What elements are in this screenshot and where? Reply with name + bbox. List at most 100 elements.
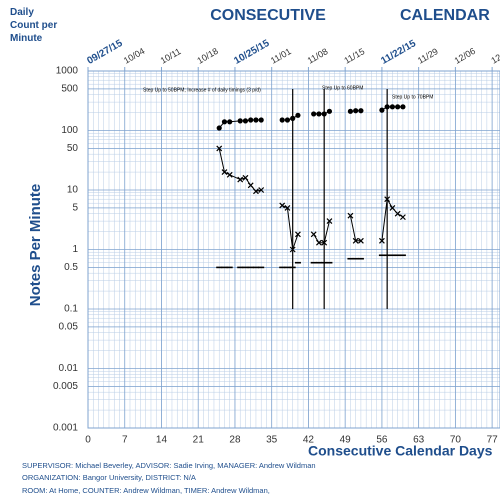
point (242, 174, 249, 181)
point (289, 246, 296, 253)
point (295, 112, 301, 118)
y-tick-label: 0.01 (59, 363, 79, 374)
x-tick-label: 14 (156, 435, 168, 446)
point (352, 237, 359, 244)
plot-frame (87, 70, 500, 429)
y-tick-label: 0.001 (53, 423, 78, 434)
point (358, 108, 364, 114)
point (384, 196, 391, 203)
x-tick-label: 77 (487, 435, 499, 446)
footer-line: ORGANIZATION: Bangor University, DISTRIC… (22, 473, 196, 482)
y-tick-label: 0.005 (53, 381, 78, 392)
top-tick-label: 11/01 (269, 46, 293, 66)
y-tick-label: 100 (61, 125, 78, 136)
point (353, 108, 359, 114)
top-tick-label: 12/13 (489, 46, 500, 66)
top-tick-label: 11/22/15 (379, 38, 418, 67)
x-tick-label: 28 (229, 435, 241, 446)
point (326, 218, 333, 225)
point (237, 118, 243, 124)
y-tick-label: 0.05 (59, 322, 79, 333)
point (258, 117, 264, 123)
annotation: Step Up to 50BPM; Increase # of daily ti… (143, 87, 261, 93)
point (395, 104, 401, 110)
x-label: Consecutive Calendar Days (308, 443, 493, 459)
point (311, 111, 317, 117)
top-title: CALENDAR (400, 7, 490, 24)
top-tick-label: 10/18 (195, 46, 220, 66)
x-tick-label: 0 (85, 435, 91, 446)
point (227, 119, 233, 125)
y-label: Notes Per Minute (27, 184, 44, 307)
y-tick-label: 0.1 (64, 304, 78, 315)
top-tick-label: 12/06 (453, 46, 478, 66)
point (316, 111, 322, 117)
y-tick-label: 0.5 (64, 262, 78, 273)
x-tick-label: 49 (340, 435, 352, 446)
point (394, 210, 401, 217)
x-tick-label: 70 (450, 435, 462, 446)
top-tick-label: 10/04 (122, 46, 147, 66)
point (221, 119, 228, 125)
point (310, 231, 317, 238)
point (384, 104, 390, 110)
series-line (218, 148, 404, 250)
x-tick-label: 7 (122, 435, 128, 446)
x-tick-label: 56 (376, 435, 388, 446)
corner-label: Daily Count per Minute (10, 7, 58, 44)
point (389, 104, 396, 110)
point (378, 237, 385, 244)
point (242, 118, 249, 124)
annotation: Step Up to 60BPM (322, 85, 363, 91)
point (258, 187, 265, 193)
top-title: CONSECUTIVE (210, 7, 326, 24)
top-tick-label: 11/15 (342, 46, 366, 66)
point (321, 111, 327, 117)
y-tick-label: 500 (61, 84, 78, 95)
point (400, 104, 406, 110)
series-line (218, 106, 403, 129)
point (279, 117, 285, 123)
top-tick-label: 11/08 (306, 46, 330, 66)
top-tick-label: 09/27/15 (85, 38, 125, 67)
point (284, 204, 291, 211)
footer-line: SUPERVISOR: Michael Beverley, ADVISOR: S… (22, 461, 316, 470)
point (379, 107, 385, 113)
point (399, 214, 406, 221)
point (316, 239, 322, 246)
point (357, 237, 364, 244)
top-tick-label: 11/29 (416, 46, 440, 66)
point (326, 108, 333, 114)
point (216, 145, 223, 152)
annotation: Step Up to 70BPM (392, 94, 433, 100)
top-tick-label: 10/25/15 (232, 38, 272, 67)
x-tick-label: 42 (303, 435, 315, 446)
point (321, 239, 328, 246)
point (248, 117, 254, 123)
y-tick-label: 1000 (56, 66, 79, 77)
point (237, 176, 244, 183)
point (253, 117, 259, 123)
y-tick-label: 1 (72, 244, 78, 255)
point (290, 115, 296, 121)
point (247, 182, 254, 189)
y-tick-label: 50 (67, 143, 79, 154)
point (216, 125, 222, 131)
point (221, 169, 228, 176)
top-tick-label: 10/11 (159, 46, 183, 66)
point (389, 204, 396, 211)
plot: 0.001 0.005 0.01 0.05 0.1 0.5 1 5 10 50 100 500 1000… (53, 38, 500, 446)
point (279, 202, 286, 209)
x-tick-label: 35 (266, 435, 278, 446)
point (253, 188, 259, 195)
x-tick-label: 21 (193, 435, 205, 446)
y-tick-label: 10 (67, 185, 79, 196)
point (226, 171, 233, 178)
point (284, 117, 291, 123)
point (347, 108, 354, 114)
point (295, 231, 301, 238)
point (347, 212, 354, 219)
x-tick-label: 63 (413, 435, 425, 446)
